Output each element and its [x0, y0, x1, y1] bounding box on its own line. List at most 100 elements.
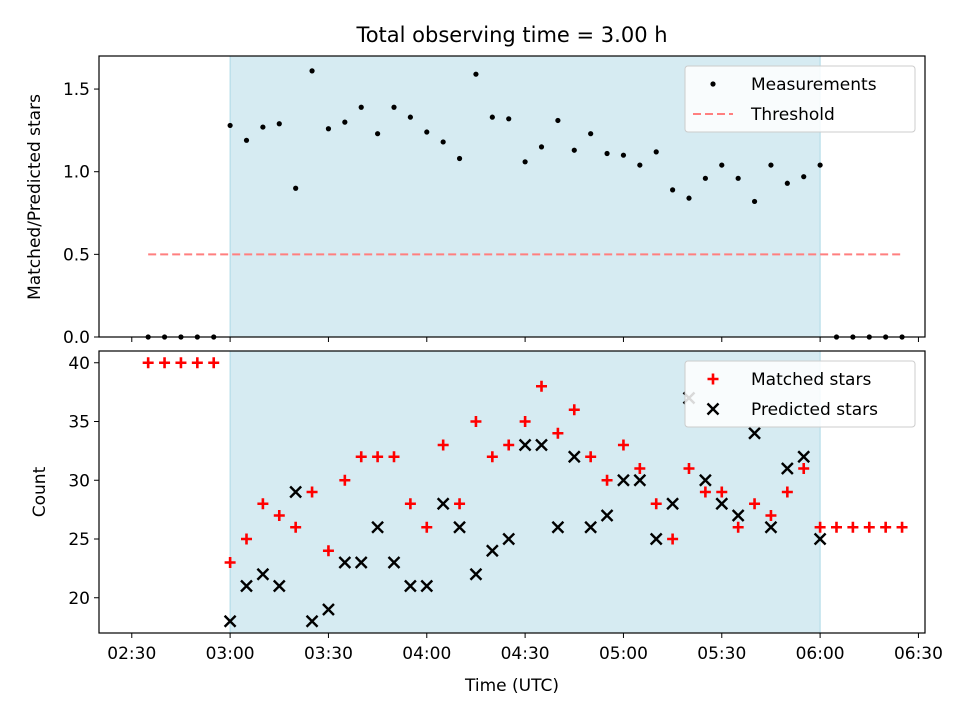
- measurement-point: [719, 162, 725, 168]
- measurement-point: [768, 162, 774, 168]
- predicted-star-point: [322, 603, 335, 616]
- predicted-star-point: [436, 497, 450, 511]
- predicted-star-point: [420, 579, 434, 593]
- measurement-point: [309, 68, 315, 74]
- measurement-point: [620, 152, 627, 158]
- x-tick-label: 06:30: [894, 644, 943, 664]
- x-tick-label: 03:30: [304, 644, 353, 664]
- measurement-point: [588, 131, 594, 137]
- measurement-point: [342, 119, 348, 125]
- matched-star-point: [749, 498, 761, 510]
- predicted-star-point: [469, 567, 483, 581]
- measurement-point: [391, 104, 397, 110]
- matched-star-point: [519, 416, 531, 427]
- bottom-legend: Matched stars Predicted stars: [684, 360, 916, 428]
- predicted-star-point: [256, 567, 270, 581]
- measurement-point: [571, 147, 577, 153]
- predicted-star-point: [354, 556, 368, 569]
- matched-star-point: [667, 533, 679, 545]
- matched-star-point: [372, 451, 384, 463]
- predicted-star-point: [223, 614, 237, 628]
- measurement-point: [358, 104, 364, 110]
- predicted-star-point: [764, 520, 778, 534]
- matched-star-point: [404, 498, 416, 510]
- predicted-star-point: [633, 473, 647, 487]
- measurement-point: [555, 117, 561, 124]
- measurement-point: [604, 150, 610, 157]
- predicted-star-point: [289, 485, 303, 499]
- matched-star-point: [896, 521, 908, 533]
- top-legend-box: [684, 65, 916, 133]
- matched-star-point: [781, 486, 793, 498]
- bottom-legend-box: [684, 360, 916, 428]
- matched-star-point: [601, 474, 613, 486]
- x-tick-label: 03:00: [206, 644, 255, 664]
- predicted-star-point: [535, 438, 548, 452]
- measurement-point: [456, 155, 463, 162]
- predicted-star-point: [502, 532, 516, 546]
- legend-measurement-marker: [710, 81, 716, 87]
- matched-star-point: [208, 357, 220, 369]
- bottom-axes-frame: [98, 350, 926, 634]
- matched-star-point: [716, 486, 728, 498]
- matched-star-point: [863, 521, 875, 533]
- legend-matched-marker: [707, 373, 719, 385]
- matched-star-point: [617, 439, 629, 451]
- predicted-star-point: [551, 520, 565, 534]
- measurement-point: [325, 126, 332, 132]
- top-y-tick-label: 1.0: [63, 163, 90, 183]
- matched-star-point: [175, 357, 187, 369]
- predicted-star-point: [387, 556, 401, 569]
- predicted-star-point: [600, 509, 614, 522]
- matched-star-point: [732, 521, 744, 533]
- measurement-point: [276, 121, 282, 127]
- matched-star-point: [814, 521, 826, 533]
- predicted-star-point: [518, 438, 532, 452]
- matched-star-point: [290, 521, 302, 533]
- bottom-panel: 20 25 30 35 40 02:30 03:00 03:30 04:00 04:30 05:00…: [68, 350, 943, 664]
- bottom-y-axis-label: Count: [30, 466, 50, 517]
- matched-star-point: [142, 357, 154, 369]
- predicted-star-point: [305, 614, 319, 628]
- matched-star-point: [437, 439, 449, 451]
- matched-star-point: [650, 498, 662, 510]
- predicted-star-point: [748, 426, 761, 440]
- matched-star-point: [339, 474, 351, 486]
- measurement-point: [522, 159, 528, 165]
- measurement-point: [473, 71, 479, 77]
- top-y-tick-label: 0.5: [63, 245, 90, 265]
- measurement-point: [440, 139, 446, 145]
- matched-star-point: [536, 380, 547, 392]
- matched-star-point: [568, 404, 580, 416]
- predicted-star-point: [699, 473, 712, 487]
- x-axis-label: Time (UTC): [464, 676, 559, 696]
- chart-title: Total observing time = 3.00 h: [355, 23, 667, 47]
- matched-star-point: [503, 439, 515, 451]
- measurement-point: [243, 137, 250, 143]
- matched-star-point: [388, 451, 400, 463]
- predicted-star-point: [797, 450, 811, 464]
- predicted-star-point: [567, 450, 581, 464]
- matched-star-point: [273, 510, 285, 521]
- bottom-y-tick-label: 30: [68, 471, 90, 491]
- measurement-point: [506, 116, 512, 122]
- matched-star-point: [306, 486, 318, 498]
- predicted-star-point: [485, 544, 499, 558]
- legend-label: Measurements: [751, 75, 877, 95]
- matched-star-point: [159, 357, 171, 369]
- matched-star-point: [683, 463, 695, 474]
- top-y-axis-label: Matched/Predicted stars: [25, 94, 45, 300]
- matched-star-point: [798, 463, 810, 474]
- matched-star-point: [257, 498, 269, 510]
- top-y-tick-label: 0.0: [63, 328, 90, 348]
- measurement-point: [801, 174, 807, 180]
- predicted-star-point: [715, 497, 729, 511]
- matched-star-point: [765, 510, 777, 521]
- matched-star-point: [322, 545, 334, 557]
- x-tick-label: 05:00: [599, 644, 648, 664]
- legend-label: Threshold: [750, 105, 835, 125]
- measurement-point: [735, 175, 741, 181]
- top-panel: 0.0 0.5 1.0 1.5 Measurements Threshold: [63, 55, 926, 348]
- measurement-point: [817, 162, 823, 168]
